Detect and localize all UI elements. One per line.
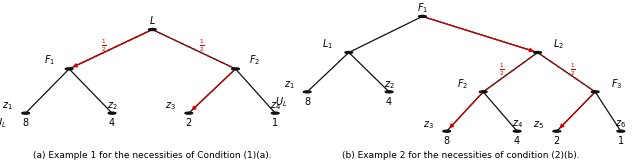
Circle shape — [591, 91, 599, 93]
Circle shape — [303, 91, 311, 93]
Circle shape — [385, 91, 393, 93]
Text: $L_2$: $L_2$ — [553, 37, 564, 51]
Circle shape — [345, 51, 353, 53]
Text: 4: 4 — [386, 97, 392, 107]
Text: $F_2$: $F_2$ — [249, 53, 260, 67]
Circle shape — [271, 112, 279, 114]
Circle shape — [232, 68, 239, 70]
Text: $z_1$: $z_1$ — [3, 101, 13, 113]
Text: 2: 2 — [554, 136, 560, 146]
Circle shape — [617, 130, 625, 132]
Text: $\frac{1}{2}$: $\frac{1}{2}$ — [499, 62, 504, 78]
Circle shape — [22, 112, 29, 114]
Circle shape — [148, 29, 156, 31]
Text: (b) Example 2 for the necessities of condition (2)(b).: (b) Example 2 for the necessities of con… — [342, 151, 580, 160]
Text: $z_6$: $z_6$ — [615, 118, 627, 130]
Text: $\frac{1}{2}$: $\frac{1}{2}$ — [101, 38, 106, 54]
Text: $z_2$: $z_2$ — [384, 79, 394, 91]
Text: $z_4$: $z_4$ — [511, 118, 523, 130]
Circle shape — [65, 68, 73, 70]
Circle shape — [419, 15, 426, 17]
Circle shape — [185, 112, 193, 114]
Text: 8: 8 — [304, 97, 310, 107]
Text: 8: 8 — [22, 118, 29, 128]
Text: $\frac{1}{2}$: $\frac{1}{2}$ — [199, 38, 204, 54]
Text: 4: 4 — [109, 118, 115, 128]
Text: $L$: $L$ — [149, 14, 156, 27]
Text: $F_2$: $F_2$ — [456, 77, 468, 91]
Text: $F_1$: $F_1$ — [44, 53, 56, 67]
Text: $z_3$: $z_3$ — [165, 101, 177, 113]
Circle shape — [108, 112, 116, 114]
Text: $U_L$: $U_L$ — [275, 95, 288, 109]
Text: $L_1$: $L_1$ — [322, 37, 333, 51]
Circle shape — [553, 130, 561, 132]
Text: $F_1$: $F_1$ — [417, 1, 428, 15]
Text: $U_L$: $U_L$ — [0, 116, 6, 130]
Text: (a) Example 1 for the necessities of Condition (1)(a).: (a) Example 1 for the necessities of Con… — [33, 151, 271, 160]
Text: $F_3$: $F_3$ — [611, 77, 622, 91]
Circle shape — [479, 91, 487, 93]
Text: 4: 4 — [514, 136, 520, 146]
Text: 1: 1 — [272, 118, 278, 128]
Text: 8: 8 — [444, 136, 450, 146]
Text: $z_3$: $z_3$ — [423, 119, 435, 131]
Circle shape — [443, 130, 451, 132]
Text: 2: 2 — [186, 118, 192, 128]
Text: $z_5$: $z_5$ — [533, 119, 545, 131]
Text: 1: 1 — [618, 136, 624, 146]
Circle shape — [513, 130, 521, 132]
Text: $z_4$: $z_4$ — [269, 100, 281, 112]
Text: $\frac{1}{2}$: $\frac{1}{2}$ — [570, 62, 575, 78]
Text: $z_1$: $z_1$ — [284, 79, 294, 91]
Text: $z_2$: $z_2$ — [107, 100, 117, 112]
Circle shape — [534, 51, 541, 53]
